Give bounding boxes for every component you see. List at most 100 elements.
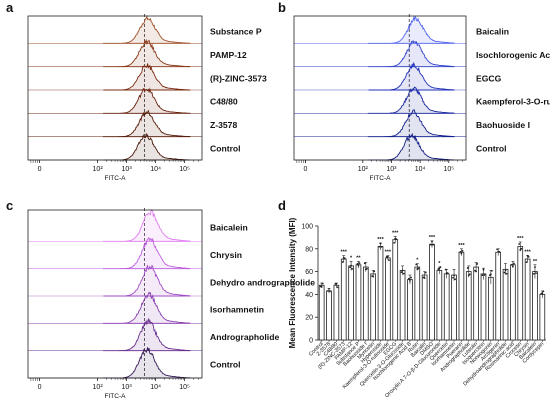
bar xyxy=(458,251,465,341)
series-label: Isorhamnetin xyxy=(210,305,264,315)
data-point xyxy=(541,292,544,295)
bar xyxy=(362,266,369,341)
x-tick-label: 10² xyxy=(358,166,369,173)
plot-frame xyxy=(27,209,203,379)
series-label: PAMP-12 xyxy=(210,50,247,60)
data-point xyxy=(525,261,528,264)
data-point xyxy=(504,269,507,272)
significance-marker: *** xyxy=(385,250,392,256)
data-point xyxy=(372,275,375,278)
bar xyxy=(502,268,509,341)
data-point xyxy=(439,266,442,268)
histogram-trace xyxy=(368,61,455,91)
x-tick-label: 10³ xyxy=(122,166,133,173)
data-point xyxy=(432,243,434,246)
significance-marker: ** xyxy=(356,255,361,261)
x-tick-label: 10² xyxy=(93,384,104,391)
y-axis-label: Mean Fluorescence Intensity (MFI) xyxy=(288,217,297,348)
bar xyxy=(539,293,546,341)
x-tick-label: 10⁴ xyxy=(150,384,161,391)
data-point xyxy=(520,247,523,250)
x-tick-label: 10⁵ xyxy=(179,384,190,391)
histogram-trace xyxy=(102,208,191,242)
bar xyxy=(517,246,524,341)
histogram-trace xyxy=(102,109,191,138)
significance-marker: * xyxy=(350,255,353,261)
data-point xyxy=(518,243,521,245)
significance-marker: *** xyxy=(392,230,399,236)
histogram-trace xyxy=(102,291,191,324)
data-point xyxy=(510,263,513,266)
x-tick-label: 10³ xyxy=(386,166,397,173)
bar-chart-panel-d: 0 20 40 60 80 100 Mean Fluorescence Intensity … xyxy=(288,217,546,399)
data-point xyxy=(402,272,405,275)
data-point xyxy=(356,262,359,265)
data-point xyxy=(386,255,389,258)
data-point xyxy=(401,269,404,272)
data-point xyxy=(460,252,463,255)
data-point xyxy=(400,271,403,274)
significance-marker: * xyxy=(416,258,419,264)
data-point xyxy=(335,282,338,285)
data-point xyxy=(423,277,426,279)
y-tick-label: 60 xyxy=(305,269,313,276)
data-point xyxy=(409,280,411,282)
y-tick-label: 100 xyxy=(301,224,313,231)
series-label: Andrographolide xyxy=(210,332,279,342)
data-point xyxy=(513,262,515,265)
significance-marker: *** xyxy=(341,250,348,256)
data-point xyxy=(459,251,462,253)
data-point xyxy=(358,262,361,265)
histogram-trace xyxy=(367,109,455,138)
data-point xyxy=(328,287,330,290)
significance-marker: *** xyxy=(458,243,465,249)
y-tick-label: 80 xyxy=(305,246,313,253)
x-tick-label: 0 xyxy=(38,384,42,391)
data-point xyxy=(373,270,376,273)
x-axis-label: FITC-A xyxy=(105,393,127,400)
x-tick-label: 10⁴ xyxy=(150,166,161,173)
data-point xyxy=(453,274,455,277)
histogram-panel-b: Baicalin Isochlorogenic Acid B EGCG Kaempfe… xyxy=(293,14,550,182)
data-point xyxy=(438,267,441,270)
data-point xyxy=(467,274,470,277)
series-label: Baicalein xyxy=(210,223,248,233)
series-label: Kaempferol-3-O-rutinoside xyxy=(476,97,550,107)
data-point xyxy=(349,266,351,269)
data-point xyxy=(410,276,412,279)
panel-letter-b: b xyxy=(278,0,286,15)
bar xyxy=(370,273,376,341)
data-point xyxy=(496,248,499,251)
data-point xyxy=(393,242,396,244)
data-point xyxy=(534,266,536,269)
bar xyxy=(480,273,487,341)
data-point xyxy=(532,272,535,275)
y-tick-label: 40 xyxy=(305,292,313,299)
data-point xyxy=(341,261,344,263)
series-label: Substance P xyxy=(210,27,262,37)
series-label: (R)-ZINC-3573 xyxy=(210,73,267,83)
histogram-trace xyxy=(102,237,191,270)
histogram-trace xyxy=(368,132,455,161)
histogram-trace xyxy=(103,132,191,161)
histogram-trace xyxy=(103,264,191,297)
bar xyxy=(333,284,340,341)
bar xyxy=(510,264,516,341)
bar xyxy=(407,279,413,341)
data-point xyxy=(498,251,501,253)
bar xyxy=(340,258,347,341)
series-label: Dehydro andrographolide xyxy=(210,277,315,287)
plot-frame xyxy=(27,15,203,161)
data-point xyxy=(431,240,433,243)
data-point xyxy=(343,257,346,260)
x-tick-label: 10³ xyxy=(122,384,133,391)
histogram-panel-c: Baicalein Chrysin Dehydro andrographolide I… xyxy=(27,208,315,400)
significance-marker: *** xyxy=(517,236,524,242)
x-tick-label: 10⁴ xyxy=(415,166,426,173)
data-point xyxy=(321,282,324,285)
series-label: Control xyxy=(476,143,507,153)
data-point xyxy=(505,272,508,275)
bar xyxy=(451,274,457,341)
data-point xyxy=(379,242,382,245)
significance-marker: *** xyxy=(429,235,436,241)
